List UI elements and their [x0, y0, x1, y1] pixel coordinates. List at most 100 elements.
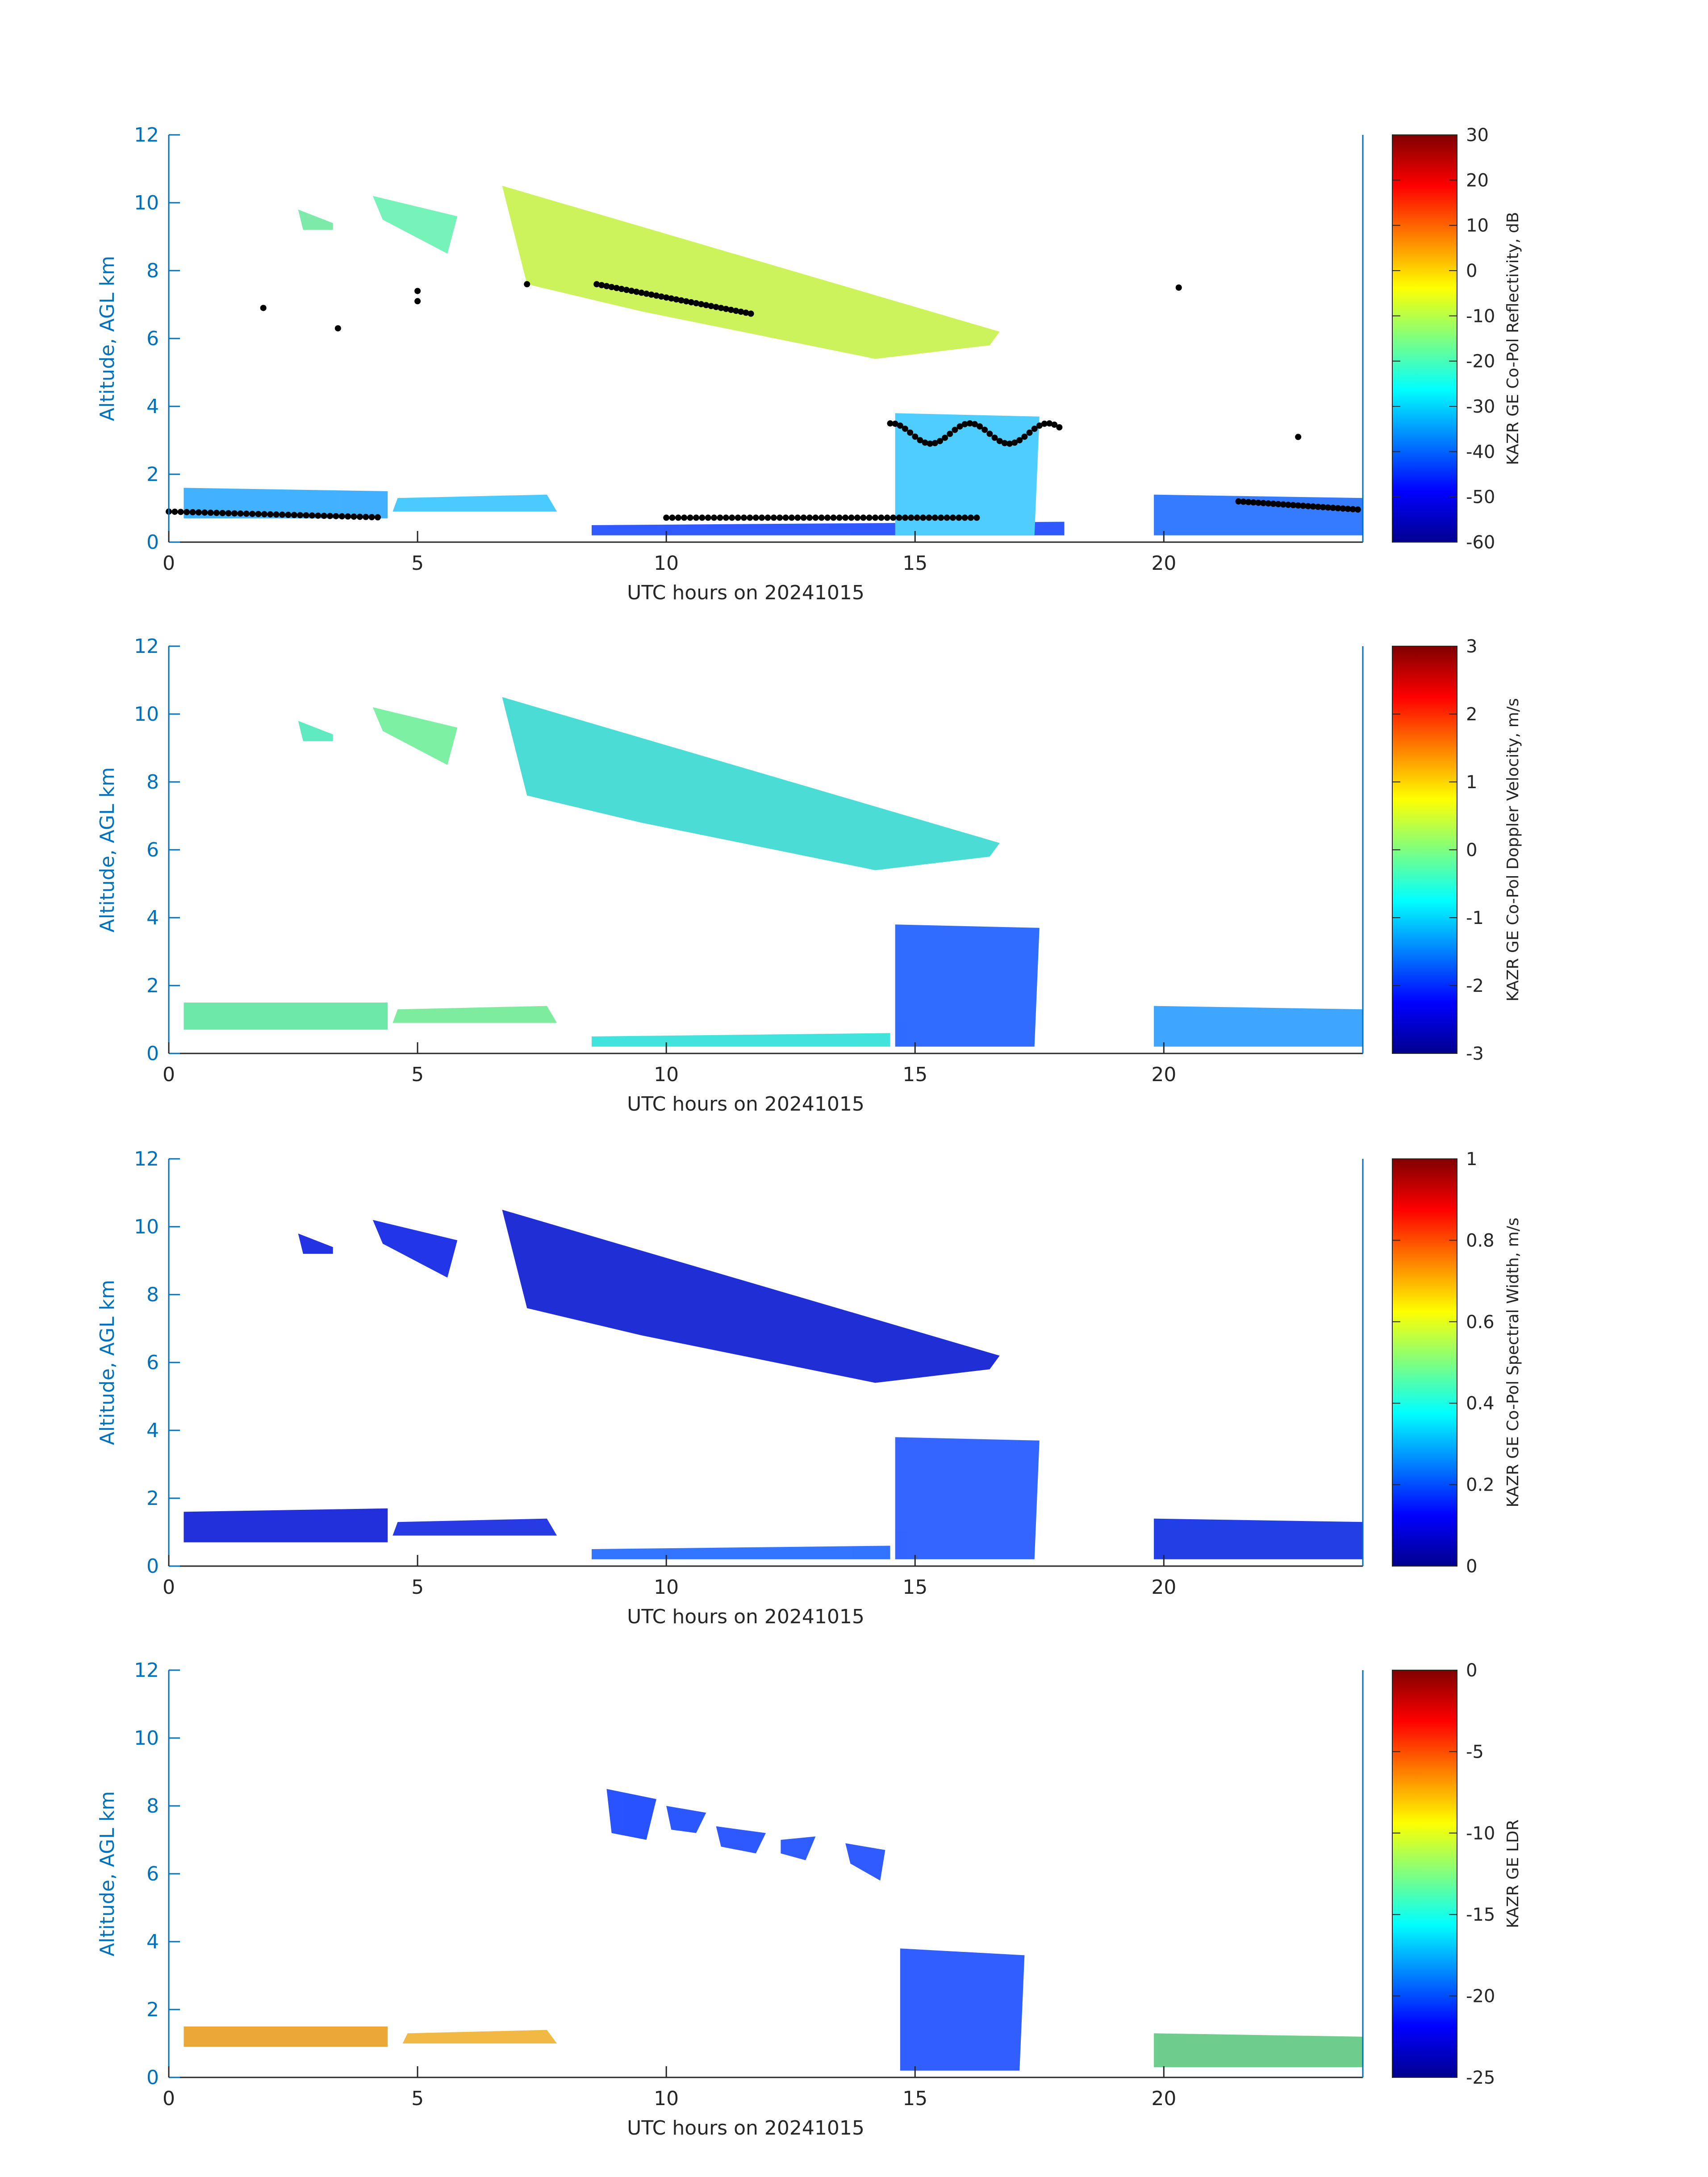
- detection-dot: [897, 422, 903, 429]
- y-tick-label: 8: [146, 259, 159, 282]
- detection-dot: [1325, 504, 1332, 511]
- detection-dot: [279, 511, 286, 518]
- y-tick-label: 8: [146, 1795, 159, 1818]
- detection-dot: [678, 297, 685, 304]
- x-tick-label: 15: [902, 1576, 927, 1599]
- detection-dot: [971, 421, 978, 427]
- detection-dot: [872, 514, 879, 521]
- echo-field: [184, 697, 1363, 1047]
- detection-dot: [902, 514, 908, 521]
- detection-dot: [722, 514, 729, 521]
- detection-dot: [363, 514, 369, 520]
- detection-dot: [986, 430, 993, 437]
- detection-dot: [887, 420, 894, 427]
- detection-dot: [981, 426, 988, 433]
- echo-region: [502, 697, 1000, 870]
- detection-dot: [184, 509, 190, 515]
- colorbar-tick-label: -3: [1466, 1044, 1484, 1064]
- detection-dot: [1285, 501, 1291, 508]
- colorbar-tick-label: 3: [1466, 636, 1477, 657]
- detection-dot: [952, 426, 958, 433]
- echo-field: [184, 186, 1363, 535]
- y-tick-label: 12: [134, 124, 159, 146]
- detection-dot: [608, 284, 615, 290]
- y-tick-label: 6: [146, 839, 159, 861]
- y-tick-label: 2: [146, 1487, 159, 1510]
- detection-dot: [255, 511, 262, 518]
- detection-dot: [842, 514, 849, 521]
- y-tick-label: 4: [146, 1930, 159, 1953]
- detection-dot: [854, 514, 861, 521]
- detection-dot: [1001, 440, 1008, 447]
- detection-dot: [1295, 502, 1302, 509]
- colorbar: [1392, 1158, 1457, 1567]
- detection-dot: [747, 514, 753, 521]
- detection-dot: [688, 299, 694, 305]
- x-tick-label: 0: [163, 552, 175, 575]
- detection-dot: [368, 514, 375, 521]
- colorbar-tick-label: -15: [1466, 1905, 1495, 1925]
- detection-dot: [1330, 505, 1336, 511]
- detection-dot: [927, 440, 933, 447]
- detection-dot: [598, 282, 605, 288]
- detection-dot: [524, 281, 530, 288]
- x-tick-label: 15: [902, 552, 927, 575]
- detection-dot: [243, 510, 250, 517]
- y-tick-label: 6: [146, 327, 159, 350]
- detection-dot: [884, 514, 890, 521]
- detection-dot: [759, 514, 765, 521]
- detection-dot: [315, 512, 322, 519]
- detection-dot: [991, 435, 998, 441]
- detection-dot: [303, 512, 309, 518]
- detection-dot: [896, 514, 902, 521]
- detection-dot: [777, 514, 783, 521]
- echo-region: [895, 924, 1040, 1047]
- y-tick-label: 0: [146, 2066, 159, 2089]
- colorbar-tick-label: -20: [1466, 351, 1495, 372]
- detection-dot: [345, 513, 351, 520]
- echo-region: [393, 494, 557, 512]
- detection-dot: [260, 305, 267, 311]
- colorbar-tick-label: -2: [1466, 976, 1484, 996]
- detection-dot: [1265, 500, 1272, 507]
- colorbar-tick-label: 0: [1466, 1660, 1477, 1681]
- y-tick-label: 2: [146, 1998, 159, 2021]
- detection-dot: [1051, 421, 1058, 428]
- echo-region: [298, 1233, 333, 1254]
- detection-dot: [1340, 505, 1346, 512]
- y-axis-label: Altitude, AGL km: [96, 1280, 119, 1445]
- colorbar-tick-label: -5: [1466, 1742, 1484, 1762]
- detection-dot: [1255, 499, 1262, 506]
- y-tick-label: 4: [146, 1419, 159, 1442]
- x-tick-label: 5: [411, 552, 424, 575]
- colorbar-tick-label: 1: [1466, 772, 1477, 793]
- echo-region: [1154, 1006, 1363, 1047]
- detection-dot: [653, 292, 660, 299]
- detection-dot: [669, 514, 676, 521]
- colorbar-label: KAZR GE LDR: [1504, 1819, 1522, 1928]
- detection-dot: [800, 514, 807, 521]
- detection-dot: [961, 514, 968, 521]
- detection-dot: [1320, 504, 1326, 510]
- x-tick-label: 20: [1151, 1576, 1176, 1599]
- x-tick-label: 0: [163, 1063, 175, 1086]
- detection-dot: [213, 510, 220, 516]
- detection-dot: [628, 288, 635, 294]
- y-tick-label: 8: [146, 1283, 159, 1306]
- detection-dot: [1310, 503, 1316, 510]
- detection-dot: [878, 514, 885, 521]
- detection-dot: [1270, 501, 1277, 507]
- detection-dot: [1011, 439, 1018, 446]
- colorbar-tick-label: -50: [1466, 487, 1495, 508]
- y-tick-label: 0: [146, 1042, 159, 1065]
- detection-dot: [1335, 505, 1341, 511]
- colorbar-tick-label: 2: [1466, 704, 1477, 725]
- detection-dot: [693, 300, 700, 306]
- detection-dot: [1260, 500, 1267, 506]
- echo-region: [184, 1003, 388, 1030]
- detection-dot: [1046, 420, 1053, 427]
- colorbar-tick-label: 30: [1466, 125, 1489, 146]
- detection-dot: [920, 514, 927, 521]
- x-tick-label: 10: [654, 1576, 679, 1599]
